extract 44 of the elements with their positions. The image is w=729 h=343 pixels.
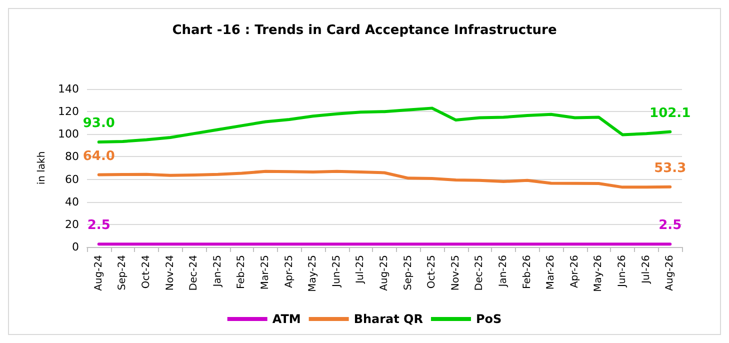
x-tick-label: May-25 (308, 255, 319, 292)
x-tick-label: Oct-24 (141, 255, 152, 289)
y-tick-label: 60 (65, 172, 79, 186)
data-label: 53.3 (654, 160, 686, 176)
x-tick-label: Sep-25 (402, 255, 414, 290)
x-tick-label: Aug-24 (93, 255, 104, 291)
x-tick-label: Apr-25 (284, 255, 295, 288)
data-label: 64.0 (82, 148, 115, 164)
x-tick-label: Sep-24 (117, 255, 128, 290)
x-tick-label: Dec-25 (474, 255, 486, 291)
y-tick-label: 20 (65, 218, 79, 231)
x-tick-label: Dec-24 (188, 255, 200, 291)
y-axis-title: in lakh (36, 151, 48, 185)
y-tick-label: 80 (65, 150, 79, 164)
x-tick-label: Feb-26 (522, 255, 533, 290)
x-tick-label: Mar-25 (260, 255, 271, 290)
x-tick-label: Aug-26 (664, 255, 676, 291)
x-tick-label: Jul-25 (355, 255, 366, 284)
x-tick-label: Feb-25 (236, 255, 248, 290)
x-tick-label: Jun-26 (617, 255, 628, 288)
x-tick-label: Jul-26 (640, 255, 652, 284)
x-tick-label: Jan-25 (212, 255, 224, 288)
data-label: 93.0 (82, 116, 115, 132)
y-tick-label: 140 (58, 82, 79, 96)
y-tick-label: 120 (58, 105, 79, 118)
y-tick-label: 100 (58, 128, 79, 141)
data-label: 102.1 (650, 106, 691, 121)
data-label: 2.5 (87, 218, 110, 234)
x-tick-label: Jun-25 (331, 255, 342, 288)
x-tick-label: May-26 (593, 255, 604, 292)
x-tick-label: Aug-25 (379, 255, 390, 291)
x-tick-label: Nov-24 (164, 255, 176, 291)
x-tick-label: Mar-26 (546, 255, 557, 290)
x-tick-label: Nov-25 (450, 255, 462, 291)
chart-title: Chart -16 : Trends in Card Acceptance Infrastructure (172, 23, 557, 38)
x-tick-label: Apr-26 (569, 255, 580, 288)
data-label: 2.5 (658, 218, 682, 234)
legend-label: ATM (272, 312, 301, 326)
y-tick-label: 0 (72, 240, 79, 254)
x-tick-label: Jan-26 (498, 255, 509, 288)
y-tick-label: 40 (65, 195, 79, 208)
x-tick-label: Oct-25 (426, 255, 438, 289)
legend-label: PoS (476, 312, 502, 326)
legend-label: Bharat QR (354, 312, 423, 326)
